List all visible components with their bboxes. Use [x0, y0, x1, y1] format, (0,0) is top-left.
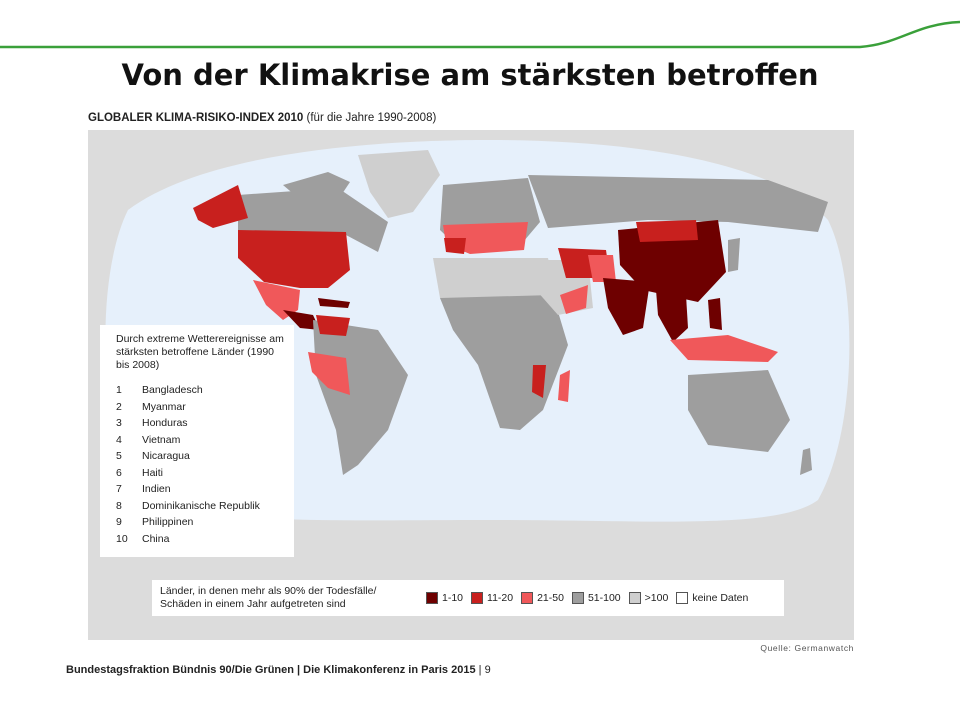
legend-item: >100: [628, 592, 669, 604]
legend-label: keine Daten: [692, 592, 749, 604]
ranking-item: 3 Honduras: [116, 415, 284, 432]
rank-country: China: [142, 532, 170, 545]
legend-label: 11-20: [487, 592, 514, 604]
mexico: [253, 280, 300, 320]
rank-country: Indien: [142, 483, 171, 495]
venezuela: [316, 315, 350, 336]
rank-country: Honduras: [142, 417, 188, 429]
rank-country: Philippinen: [142, 516, 194, 528]
philippines: [708, 298, 722, 330]
legend-item: 11-20: [471, 592, 513, 604]
ranking-item: 1 Bangladesch: [116, 382, 284, 399]
rank-country: Myanmar: [142, 400, 186, 413]
legend-swatch: [571, 592, 584, 604]
map-heading: GLOBALER KLIMA-RISIKO-INDEX 2010 (für di…: [88, 112, 436, 124]
rank-country: Vietnam: [142, 433, 181, 446]
header-accent-line: [0, 20, 960, 49]
legend-item: 51-100: [571, 592, 621, 604]
legend-item: 1-10: [426, 592, 463, 604]
mozambique: [532, 365, 546, 398]
page-title: Von der Klimakrise am stärksten betroffe…: [121, 58, 819, 92]
page-number: 9: [484, 664, 491, 676]
russia: [528, 175, 828, 232]
legend-item: 21-50: [521, 592, 564, 604]
slide-footer: Bundestagsfraktion Bündnis 90/Die Grünen…: [66, 664, 491, 676]
map-heading-bold: GLOBALER KLIMA-RISIKO-INDEX 2010: [88, 112, 304, 124]
usa: [238, 230, 350, 288]
africa: [440, 295, 568, 430]
rank-country: Haiti: [142, 466, 164, 479]
ranking-item: 4 Vietnam: [116, 432, 284, 449]
rank-number: 4: [116, 433, 122, 446]
ranking-item: 7 Indien: [116, 481, 284, 498]
map-source: Quelle: Germanwatch: [760, 643, 854, 653]
greenland: [358, 150, 440, 218]
caribbean: [318, 298, 350, 308]
australia: [688, 370, 790, 452]
legend-swatch: [521, 592, 534, 604]
legend-swatch: [426, 592, 438, 604]
ranking-item: 5 Nicaragua: [116, 448, 284, 465]
north-africa: [433, 258, 556, 305]
color-scale-legend: Länder, in denen mehr als 90% der Todesf…: [152, 580, 784, 616]
rank-number: 2: [116, 400, 122, 413]
legend-label: 21-50: [537, 592, 564, 604]
japan-korea: [728, 238, 740, 272]
rank-number: 9: [116, 516, 122, 528]
ranking-item: 9 Philippinen: [116, 514, 284, 531]
madagascar: [558, 370, 570, 402]
legend-label: 1-10: [442, 592, 464, 604]
central-america: [283, 310, 320, 330]
legend-note: Länder, in denen mehr als 90% der Todesf…: [160, 585, 377, 610]
ranking-item: 8 Dominikanische Republik: [116, 498, 284, 515]
ranking-title: Durch extreme Wetterereignisse am stärks…: [116, 333, 284, 371]
ranking-item: 10 China: [116, 531, 284, 548]
legend-swatch: [676, 592, 689, 604]
rank-number: 3: [116, 417, 122, 429]
iberia: [444, 238, 466, 254]
pakistan: [588, 255, 616, 282]
ranking-item: 6 Haiti: [116, 465, 284, 482]
new-zealand: [800, 448, 812, 475]
rank-number: 7: [116, 483, 122, 495]
rank-country: Nicaragua: [142, 450, 190, 462]
indonesia: [670, 335, 778, 362]
legend-items: 1-10 11-20 21-50 51-100 >100 keine Daten: [426, 580, 756, 616]
mongolia: [636, 220, 698, 242]
rank-number: 1: [116, 384, 122, 396]
legend-label: 51-100: [587, 592, 621, 604]
rank-number: 10: [116, 532, 128, 545]
oman-yemen: [560, 285, 588, 314]
india-bangladesh: [603, 278, 650, 335]
ranking-list: 1 Bangladesch 2 Myanmar 3 Honduras 4 Vietnam…: [116, 382, 284, 547]
southeast-asia: [656, 290, 688, 342]
ranking-legend: Durch extreme Wetterereignisse am stärks…: [100, 325, 294, 557]
rank-number: 5: [116, 450, 122, 462]
rank-country: Dominikanische Republik: [142, 499, 260, 512]
map-heading-period: (für die Jahre 1990-2008): [303, 112, 437, 124]
ranking-item: 2 Myanmar: [116, 399, 284, 416]
legend-swatch: [628, 592, 641, 604]
peru-bolivia: [308, 352, 350, 395]
rank-number: 8: [116, 499, 122, 512]
rank-number: 6: [116, 466, 122, 479]
footer-organization: Bundestagsfraktion Bündnis 90/Die Grünen…: [66, 664, 476, 676]
rank-country: Bangladesch: [142, 384, 203, 396]
legend-item: keine Daten: [676, 592, 748, 604]
alaska: [193, 185, 248, 228]
footer-separator: |: [475, 664, 485, 676]
legend-label: >100: [644, 592, 669, 604]
legend-swatch: [471, 592, 484, 604]
